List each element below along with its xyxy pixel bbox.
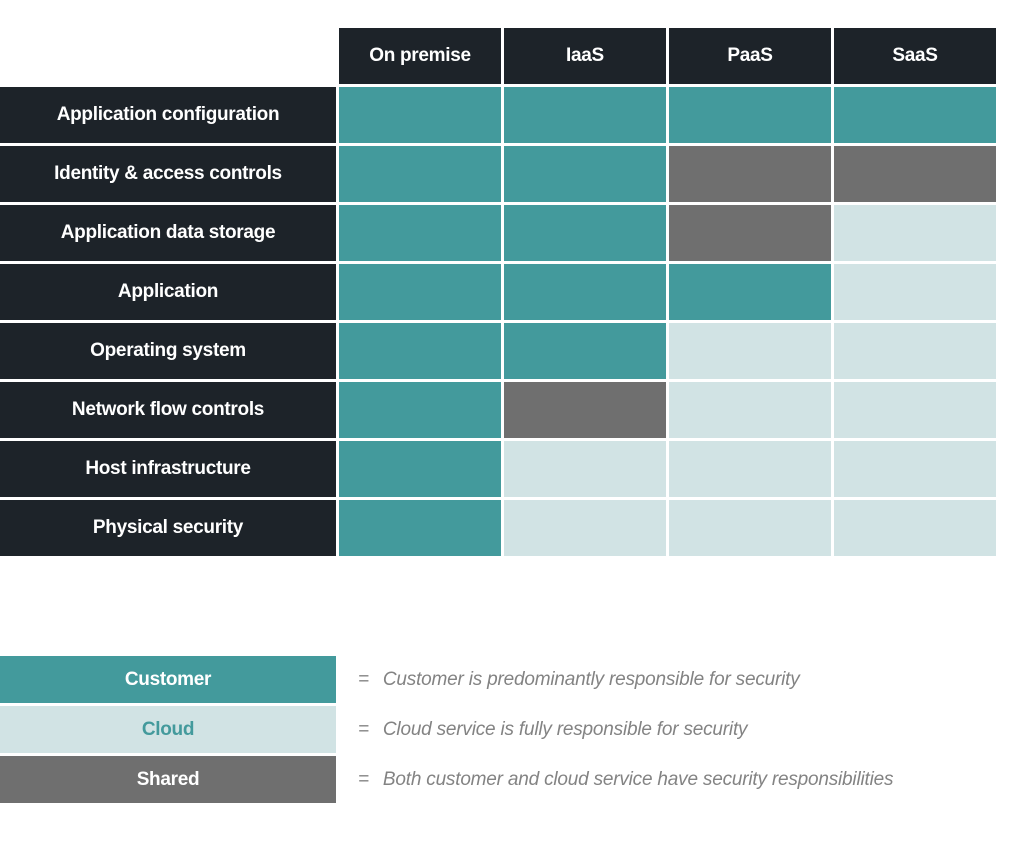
- cell-host-infrastructure-paas-cloud: [669, 441, 831, 497]
- cell-application-configuration-on-premise-customer: [339, 87, 501, 143]
- cell-application-data-storage-on-premise-customer: [339, 205, 501, 261]
- column-header-paas: PaaS: [669, 28, 831, 84]
- legend-swatch-shared: Shared: [0, 756, 336, 803]
- cell-physical-security-iaas-cloud: [504, 500, 666, 556]
- column-header-saas: SaaS: [834, 28, 996, 84]
- cell-application-configuration-iaas-customer: [504, 87, 666, 143]
- legend-description-cloud: = Cloud service is fully responsible for…: [358, 706, 748, 753]
- cell-application-data-storage-saas-cloud: [834, 205, 996, 261]
- row-label-application-data-storage: Application data storage: [0, 205, 336, 261]
- cell-operating-system-iaas-customer: [504, 323, 666, 379]
- legend-swatch-customer: Customer: [0, 656, 336, 703]
- legend-description-customer: = Customer is predominantly responsible …: [358, 656, 800, 703]
- equals-sign: =: [358, 668, 369, 690]
- row-label-identity-access-controls: Identity & access controls: [0, 146, 336, 202]
- cell-identity-access-controls-paas-shared: [669, 146, 831, 202]
- cell-application-configuration-paas-customer: [669, 87, 831, 143]
- cell-identity-access-controls-on-premise-customer: [339, 146, 501, 202]
- cell-host-infrastructure-saas-cloud: [834, 441, 996, 497]
- cell-network-flow-controls-on-premise-customer: [339, 382, 501, 438]
- row-label-application-configuration: Application configuration: [0, 87, 336, 143]
- matrix-corner-spacer: [0, 28, 336, 84]
- cell-identity-access-controls-saas-shared: [834, 146, 996, 202]
- cell-operating-system-saas-cloud: [834, 323, 996, 379]
- cell-host-infrastructure-iaas-cloud: [504, 441, 666, 497]
- legend-description-text: Customer is predominantly responsible fo…: [382, 668, 800, 690]
- legend-description-shared: = Both customer and cloud service have s…: [358, 756, 893, 803]
- cell-application-data-storage-paas-shared: [669, 205, 831, 261]
- cell-physical-security-on-premise-customer: [339, 500, 501, 556]
- cell-application-paas-customer: [669, 264, 831, 320]
- cell-host-infrastructure-on-premise-customer: [339, 441, 501, 497]
- cell-network-flow-controls-iaas-shared: [504, 382, 666, 438]
- cell-network-flow-controls-saas-cloud: [834, 382, 996, 438]
- legend-item-shared: Shared = Both customer and cloud service…: [0, 756, 1000, 803]
- cell-application-data-storage-iaas-customer: [504, 205, 666, 261]
- legend-description-text: Cloud service is fully responsible for s…: [382, 718, 748, 740]
- cell-application-iaas-customer: [504, 264, 666, 320]
- cell-identity-access-controls-iaas-customer: [504, 146, 666, 202]
- row-label-host-infrastructure: Host infrastructure: [0, 441, 336, 497]
- legend-description-text: Both customer and cloud service have sec…: [382, 768, 894, 790]
- cell-network-flow-controls-paas-cloud: [669, 382, 831, 438]
- cell-operating-system-on-premise-customer: [339, 323, 501, 379]
- responsibility-matrix: On premise IaaS PaaS SaaS Application config…: [0, 28, 996, 556]
- column-header-on-premise: On premise: [339, 28, 501, 84]
- cell-physical-security-paas-cloud: [669, 500, 831, 556]
- cell-application-saas-cloud: [834, 264, 996, 320]
- cell-application-on-premise-customer: [339, 264, 501, 320]
- legend-item-customer: Customer = Customer is predominantly res…: [0, 656, 1000, 703]
- cell-operating-system-paas-cloud: [669, 323, 831, 379]
- column-header-iaas: IaaS: [504, 28, 666, 84]
- legend: Customer = Customer is predominantly res…: [0, 656, 1000, 803]
- cell-application-configuration-saas-customer: [834, 87, 996, 143]
- row-label-network-flow-controls: Network flow controls: [0, 382, 336, 438]
- legend-swatch-cloud: Cloud: [0, 706, 336, 753]
- equals-sign: =: [358, 768, 369, 790]
- legend-item-cloud: Cloud = Cloud service is fully responsib…: [0, 706, 1000, 753]
- row-label-physical-security: Physical security: [0, 500, 336, 556]
- cell-physical-security-saas-cloud: [834, 500, 996, 556]
- row-label-operating-system: Operating system: [0, 323, 336, 379]
- row-label-application: Application: [0, 264, 336, 320]
- equals-sign: =: [358, 718, 369, 740]
